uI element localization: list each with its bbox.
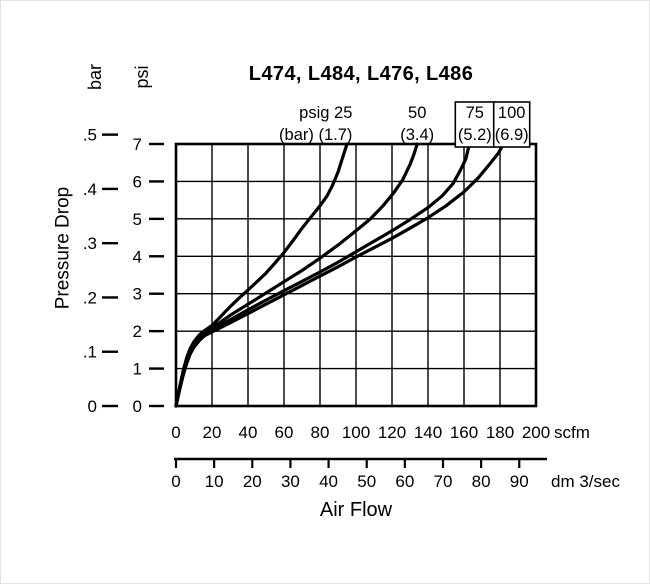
scfm-tick-label: 200 — [522, 423, 550, 442]
scfm-tick-label: 40 — [239, 423, 258, 442]
psi-tick-label: 2 — [133, 322, 142, 341]
series-label-psig-50: 50 — [408, 104, 426, 122]
dm-unit-label: dm 3/sec — [551, 472, 620, 491]
bar-tick-label: .4 — [83, 180, 97, 199]
series-label-psig-100: (6.9) — [495, 126, 529, 144]
scfm-tick-label: 160 — [450, 423, 478, 442]
series-label-psig-75: (5.2) — [458, 126, 492, 144]
scfm-tick-label: 60 — [275, 423, 294, 442]
psi-tick-label: 7 — [133, 135, 142, 154]
series-label-psig-50: (3.4) — [400, 126, 434, 144]
psi-tick-label: 0 — [133, 397, 142, 416]
psi-tick-label: 6 — [133, 172, 142, 191]
bar-tick-label: 0 — [88, 397, 97, 416]
psi-tick-label: 1 — [133, 360, 142, 379]
scfm-tick-label: 120 — [378, 423, 406, 442]
bar-tick-label: .3 — [83, 234, 97, 253]
series-label-psig-75: 75 — [466, 104, 484, 122]
dm-tick-label: 50 — [357, 472, 376, 491]
dm-tick-label: 60 — [395, 472, 414, 491]
psi-tick-label: 5 — [133, 210, 142, 229]
curve-psig-100 — [174, 142, 506, 408]
series-label-psig-25: psig 25 — [299, 104, 352, 122]
scfm-tick-label: 180 — [486, 423, 514, 442]
series-label-box-psig-75 — [454, 101, 496, 148]
plot-border — [174, 142, 538, 408]
x-axis-label: Air Flow — [319, 499, 393, 521]
scfm-unit-label: scfm — [554, 423, 590, 442]
scfm-tick-label: 140 — [414, 423, 442, 442]
bar-tick-label: .5 — [83, 126, 97, 145]
series-label-box-psig-100 — [492, 101, 531, 148]
dm-tick-label: 20 — [243, 472, 262, 491]
psi-tick-label: 3 — [133, 285, 142, 304]
dm-tick-label: 70 — [434, 472, 453, 491]
dm-tick-label: 0 — [171, 472, 180, 491]
dm-tick-label: 80 — [472, 472, 491, 491]
dm-tick-label: 40 — [319, 472, 338, 491]
scfm-tick-label: 20 — [203, 423, 222, 442]
bar-tick-label: .1 — [83, 343, 97, 362]
psi-tick-label: 4 — [133, 247, 142, 266]
dm-tick-label: 30 — [281, 472, 300, 491]
dm-tick-label: 10 — [205, 472, 224, 491]
dm-tick-label: 90 — [510, 472, 529, 491]
scfm-tick-label: 100 — [342, 423, 370, 442]
series-label-psig-100: 100 — [498, 104, 526, 122]
bar-tick-label: .2 — [83, 288, 97, 307]
series-label-psig-25: (bar) (1.7) — [279, 126, 352, 144]
chart-title: L474, L484, L476, L486 — [248, 63, 474, 85]
scfm-tick-label: 80 — [311, 423, 330, 442]
scfm-tick-label: 0 — [171, 423, 180, 442]
